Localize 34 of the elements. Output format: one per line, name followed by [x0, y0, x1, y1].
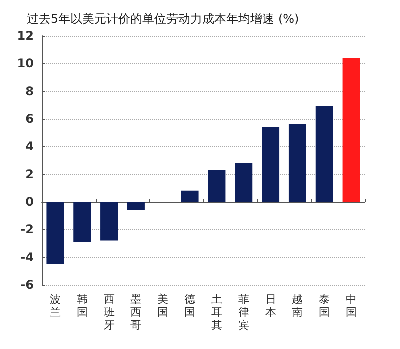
- bar: [127, 202, 145, 210]
- bar: [262, 127, 280, 202]
- y-tick-label: -2: [20, 222, 34, 237]
- y-tick-label: 4: [26, 140, 34, 154]
- x-tick-label: 泰国: [319, 293, 330, 319]
- y-tick-label: -6: [20, 278, 34, 292]
- x-tick-label: 越南: [292, 293, 304, 319]
- y-tick-label: 10: [17, 56, 34, 71]
- x-tick-label: 日本: [265, 293, 276, 319]
- x-tick-label: 德国: [184, 293, 196, 319]
- bar: [181, 190, 199, 202]
- bar: [235, 163, 253, 202]
- y-tick-label: 6: [26, 112, 34, 126]
- y-tick-label: 12: [17, 29, 34, 43]
- y-tick-label: 0: [26, 195, 34, 209]
- bar: [100, 202, 118, 241]
- x-tick-label: 韩国: [76, 293, 88, 319]
- y-tick-label: -4: [20, 250, 34, 264]
- bar: [316, 106, 334, 202]
- bar: [288, 124, 306, 202]
- x-tick-label: 土耳其: [211, 293, 222, 332]
- x-tick-label: 墨西哥: [130, 293, 142, 332]
- x-tick-label: 波兰: [50, 293, 61, 319]
- x-tick-label: 中国: [346, 293, 358, 319]
- x-tick-label: 美国: [158, 293, 169, 319]
- bar: [342, 58, 360, 202]
- bar: [208, 170, 226, 202]
- y-tick-label: 2: [26, 167, 34, 182]
- x-tick-label: 西班牙: [104, 293, 115, 332]
- y-tick-label: 8: [26, 84, 34, 98]
- chart-title: 过去5年以美元计价的单位劳动力成本年均增速 (%): [27, 12, 300, 26]
- bar: [74, 202, 92, 242]
- bar: [46, 202, 64, 264]
- x-tick-label: 菲律宾: [238, 293, 250, 332]
